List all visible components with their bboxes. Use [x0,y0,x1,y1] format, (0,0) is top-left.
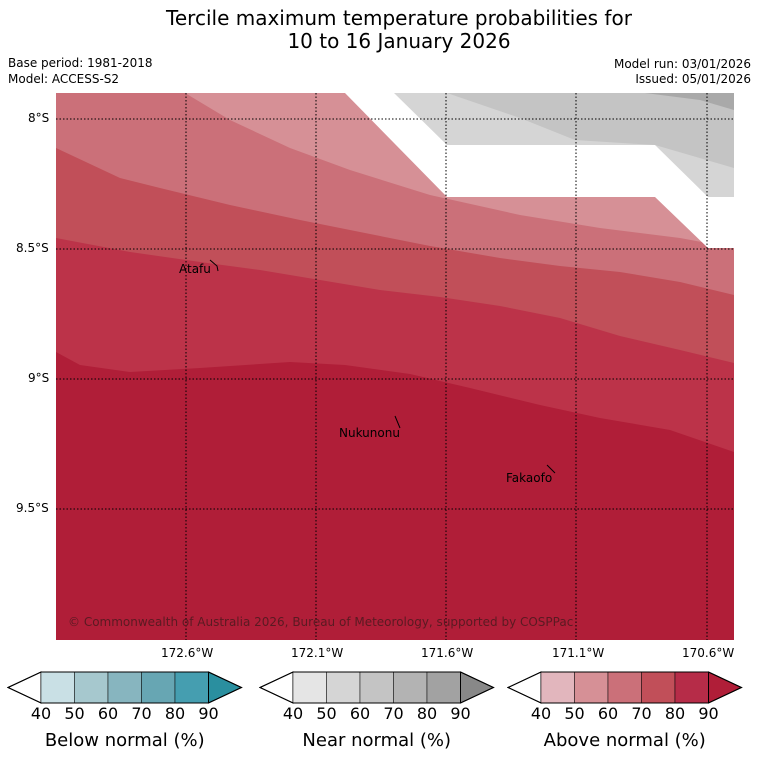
below-colorbar-segment [107,671,142,704]
near-colorbar-tick: 80 [416,704,438,723]
fakaofo-atoll [546,464,556,474]
below-colorbar-tick: 80 [164,704,186,723]
base-period: Base period: 1981-2018 [8,56,153,70]
below-colorbar-tick: 90 [198,704,219,723]
copyright-notice: © Commonwealth of Australia 2026, Bureau… [68,615,574,629]
place-label-nukunonu: Nukunonu [339,426,400,440]
near-colorbar-segment [326,671,361,704]
above-colorbar-tick: 70 [631,704,652,723]
above-colorbar-segment [540,671,575,704]
near-colorbar-high-extend [460,671,495,704]
below-colorbar-tick: 40 [30,704,52,723]
above-colorbar-tick: 80 [664,704,686,723]
near-70-80-band [645,93,734,110]
below-colorbar-segment [141,671,176,704]
above-colorbar-segment [607,671,642,704]
near-colorbar-segment [292,671,327,704]
place-label-fakaofo: Fakaofo [506,471,553,485]
near-colorbar-tick: 70 [383,704,404,723]
issued-date: Issued: 05/01/2026 [635,72,751,86]
map-title-line2: 10 to 16 January 2026 [287,29,511,53]
below-colorbar-segment [174,671,209,704]
above-colorbar-low-extend [506,671,542,704]
below-colorbar-tick: 50 [64,704,85,723]
above-colorbar-tick: 60 [597,704,619,723]
above-colorbar-segment [574,671,609,704]
atafu-atoll [209,259,219,272]
near-colorbar-tick: 60 [349,704,371,723]
lat-label-8-5s: 8.5°S [16,241,49,255]
lon-label-172-6w: 172.6°W [161,646,214,660]
lat-label-8s: 8°S [28,111,50,125]
lat-label-9s: 9°S [28,371,50,385]
above-colorbar-tick: 90 [698,704,719,723]
above-colorbar-high-extend [708,671,743,704]
graticule [56,93,734,640]
below-colorbar-tick: 70 [131,704,152,723]
near-colorbar-segment [426,671,461,704]
colorbars [6,671,743,704]
place-label-atafu: Atafu [179,262,211,276]
near-colorbar-low-extend [258,671,294,704]
near-colorbar-outline [258,671,495,704]
model-name: Model: ACCESS-S2 [8,72,120,86]
near-colorbar-label: Near normal (%) [302,730,452,751]
below-colorbar-segment [74,671,109,704]
near-colorbar-tick: 90 [450,704,471,723]
below-colorbar-high-extend [208,671,243,704]
below-colorbar-tick: 60 [97,704,119,723]
below-colorbar-outline [6,671,243,704]
map-title-line1: Tercile maximum temperature probabilitie… [166,6,632,30]
above-colorbar-tick: 50 [564,704,585,723]
below-colorbar-segment [40,671,75,704]
above-colorbar-segment [641,671,676,704]
below-colorbar-label: Below normal (%) [44,730,205,751]
lat-label-9-5s: 9.5°S [16,501,49,515]
near-60-70-band [447,93,734,168]
nukunonu-atoll [394,415,401,429]
near-colorbar-segment [393,671,428,704]
above-colorbar-outline [506,671,743,704]
near-colorbar-tick: 50 [316,704,337,723]
above-colorbar-segment [674,671,709,704]
model-run: Model run: 03/01/2026 [613,57,751,71]
lon-label-171-1w: 171.1°W [552,646,605,660]
lon-label-171-6w: 171.6°W [421,646,474,660]
above-colorbar-label: Above normal (%) [543,730,706,751]
near-colorbar-tick: 40 [282,704,304,723]
lon-label-170-6w: 170.6°W [682,646,735,660]
near-colorbar-segment [359,671,394,704]
below-colorbar-low-extend [6,671,42,704]
lon-label-172-1w: 172.1°W [291,646,344,660]
above-colorbar-tick: 40 [530,704,552,723]
